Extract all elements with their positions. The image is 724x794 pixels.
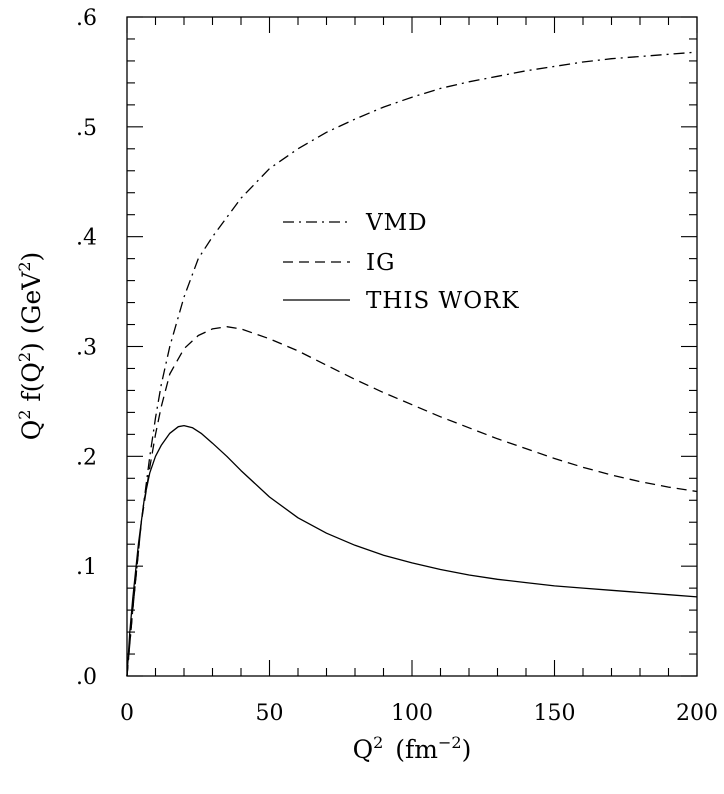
- x-tick-label: 100: [391, 701, 433, 726]
- legend-label-vmd: VMD: [365, 210, 428, 236]
- y-tick-label: .5: [76, 116, 97, 141]
- plot-frame: [126, 16, 698, 677]
- axis-ticks: [126, 16, 698, 677]
- legend-label-ig: IG: [366, 250, 395, 276]
- y-tick-label: .1: [76, 555, 97, 580]
- series-line-vmd: [126, 51, 698, 677]
- legend-label-this-work: THIS WORK: [366, 288, 520, 314]
- legend: VMD IG THIS WORK: [283, 210, 520, 314]
- series-line-ig: [126, 326, 698, 677]
- x-tick-label: 50: [256, 701, 284, 726]
- series-layer: [126, 51, 698, 677]
- y-tick-label: .2: [76, 445, 97, 470]
- y-axis-label: Q2 f(Q2) (GeV2): [15, 252, 46, 441]
- x-tick-label: 200: [676, 701, 718, 726]
- x-axis-label: Q2 (fm−2): [353, 733, 472, 764]
- axis-tick-labels: 0 50 100 150 200 .0 .1 .2 .3 .4 .5 .6: [76, 6, 718, 726]
- x-tick-label: 150: [534, 701, 576, 726]
- y-tick-label: .0: [76, 665, 97, 690]
- series-line-this-work: [126, 424, 698, 677]
- y-tick-label: .4: [76, 226, 97, 251]
- x-tick-label: 0: [120, 701, 134, 726]
- y-tick-label: .6: [76, 6, 97, 31]
- y-tick-label: .3: [76, 336, 97, 361]
